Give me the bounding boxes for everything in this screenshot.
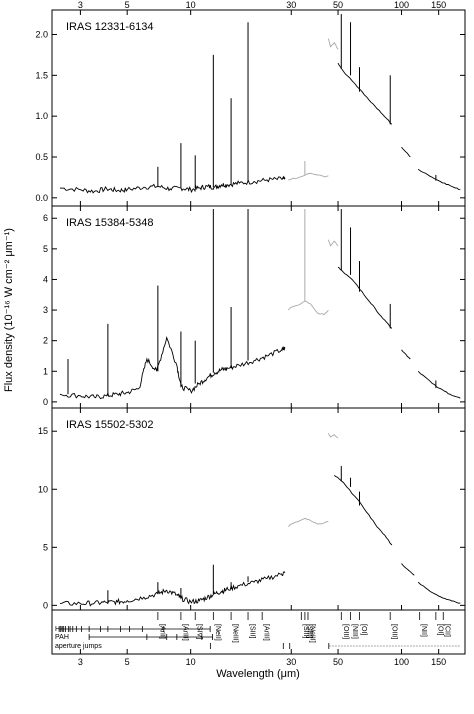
line-id-label: [CII]: [444, 624, 451, 637]
bottom-x-tick-label: 3: [78, 657, 83, 667]
y-tick-label: 2: [43, 336, 48, 346]
series-grey-segment: [288, 517, 329, 527]
top-x-tick-label: 5: [125, 0, 130, 10]
y-axis-label: Flux density (10⁻¹⁶ W cm⁻² μm⁻¹): [3, 228, 15, 392]
series-black-segment: [401, 563, 415, 576]
bottom-x-tick-label: 30: [286, 657, 296, 667]
line-id-label: [OI]: [436, 624, 443, 635]
line-id-label: [ArIII]: [263, 624, 270, 641]
line-id-label: [OIII]: [342, 624, 349, 639]
line-id-label: [ArII]: [158, 624, 165, 639]
series-black-segment: [417, 168, 461, 191]
line-id-label: [SIV]: [196, 624, 203, 639]
y-tick-label: 4: [43, 274, 48, 284]
y-tick-label: 5: [43, 542, 48, 552]
y-tick-label: 5: [43, 244, 48, 254]
series-black-segment: [401, 146, 411, 158]
series-black-segment: [59, 175, 286, 194]
line-id-label: [OI]: [360, 624, 367, 635]
series-black-segment: [401, 349, 411, 360]
top-x-tick-label: 30: [286, 0, 296, 10]
line-id-label: [SIII]: [302, 624, 309, 638]
top-x-tick-label: 10: [186, 0, 196, 10]
bottom-x-tick-label: 10: [186, 657, 196, 667]
panel-title: IRAS 12331-6134: [66, 21, 153, 33]
series-grey-segment: [327, 38, 339, 50]
panel-iras-15384-5348: IRAS 15384-5348 0 1 2 3 4 5 6: [43, 205, 466, 409]
series-black-segment: [337, 62, 393, 125]
bottom-x-tick-label: 5: [125, 657, 130, 667]
series-black-segment: [417, 370, 461, 399]
line-id-label: [SIII]: [249, 624, 256, 638]
line-id-label: [SiII]: [305, 624, 312, 638]
bottom-x-tick-label: 50: [333, 657, 343, 667]
bottom-x-tick-label: 100: [394, 657, 409, 667]
series-black-segment: [59, 571, 286, 607]
panel-title: IRAS 15502-5302: [66, 419, 153, 431]
top-x-tick-label: 150: [431, 0, 446, 10]
bottom-x-tick-label: 150: [431, 657, 446, 667]
series-black-segment: [59, 336, 286, 400]
line-id-label: [NeII]: [214, 624, 221, 641]
line-id-label: [NII]: [420, 624, 427, 637]
y-tick-label: 0: [43, 600, 48, 610]
panel-iras-15502-5302: IRAS 15502-5302 0 5 10 15: [38, 407, 466, 611]
y-tick-label: 0.5: [35, 152, 48, 162]
panel-title: IRAS 15384-5348: [66, 217, 153, 229]
y-tick-label: 10: [38, 484, 48, 494]
y-tick-label: 15: [38, 426, 48, 436]
x-axis-label: Wavelength (μm): [216, 668, 300, 680]
top-x-tick-label: 3: [78, 0, 83, 10]
line-id-label: [NeIII]: [308, 624, 315, 643]
line-id-frame: [51, 609, 466, 655]
line-id-label: [ArIII]: [181, 624, 188, 641]
row-label: aperture jumps: [55, 643, 102, 650]
line-id-label: [OIII]: [391, 624, 398, 639]
line-identification-panel: [ArII] [ArIII] [SIV] [NeII] [NeIII] [SIII] [Ar…: [51, 609, 466, 655]
y-tick-label: 0.0: [35, 193, 48, 203]
series-grey-segment: [328, 433, 339, 439]
y-tick-label: 2.0: [35, 30, 48, 40]
row-label: HI: [55, 626, 62, 633]
top-x-axis: 3 5 10 30 50 100 150: [78, 0, 446, 10]
y-tick-label: 1.5: [35, 70, 48, 80]
y-tick-label: 6: [43, 213, 48, 223]
series-black-segment: [333, 474, 393, 546]
y-tick-label: 3: [43, 305, 48, 315]
top-x-tick-label: 100: [394, 0, 409, 10]
series-grey-segment: [287, 300, 329, 316]
row-label: PAH: [55, 634, 69, 641]
series-black-segment: [337, 266, 393, 329]
line-id-label: [NeIII]: [232, 624, 239, 643]
top-x-tick-label: 50: [333, 0, 343, 10]
y-tick-label: 1.0: [35, 111, 48, 121]
y-tick-label: 1: [43, 366, 48, 376]
series-black-segment: [417, 581, 461, 604]
y-tick-label: 0: [43, 397, 48, 407]
series-grey-segment: [327, 239, 339, 247]
line-id-label: [NIII]: [351, 624, 358, 639]
series-grey-segment: [288, 172, 329, 181]
bottom-x-axis: 3 5 10 30 50 100 150: [78, 649, 446, 667]
